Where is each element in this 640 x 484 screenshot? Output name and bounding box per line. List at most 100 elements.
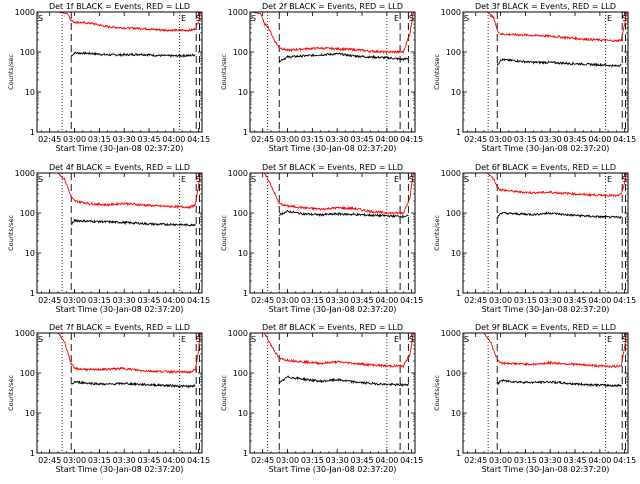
x-tick-label: 03:30 (113, 296, 136, 305)
y-axis-label: Counts/sec (220, 54, 228, 90)
y-tick-label: 1 (243, 449, 248, 458)
x-axis-label: Start Time (30-Jan-08 02:37:20) (482, 144, 610, 153)
x-tick-label: 03:45 (563, 135, 586, 144)
x-tick-label: 03:15 (301, 456, 324, 465)
x-tick-label: 04:00 (588, 456, 611, 465)
plot-panel-7: Det 7f BLACK = Events, RED = LLD Counts/s… (7, 323, 210, 474)
x-tick-label: 03:15 (514, 135, 537, 144)
corner-label-end: E (181, 14, 186, 23)
y-tick-label: 1 (30, 449, 35, 458)
x-tick-label: 02:45 (38, 456, 61, 465)
y-tick-label: 1 (30, 128, 35, 137)
y-axis-label: Counts/sec (220, 375, 228, 411)
y-tick-label: 1 (456, 289, 461, 298)
y-tick-label: 1 (243, 128, 248, 137)
y-tick-label: 10 (451, 88, 461, 97)
corner-label-end: E (607, 175, 612, 184)
x-tick-label: 03:00 (276, 135, 299, 144)
x-tick-label: 02:45 (464, 456, 487, 465)
corner-label-start: S (251, 14, 256, 23)
lld-series-line (251, 333, 414, 369)
corner-label-end: E (394, 175, 399, 184)
x-tick-label: 04:15 (613, 456, 636, 465)
x-tick-label: 03:45 (137, 296, 160, 305)
corner-label-end: E (607, 335, 612, 344)
x-tick-label: 03:00 (63, 135, 86, 144)
x-tick-label: 04:15 (187, 296, 210, 305)
y-tick-label: 100 (233, 48, 248, 57)
events-series-line (71, 380, 196, 389)
lld-series-line (38, 12, 201, 33)
y-tick-label: 1000 (228, 169, 248, 178)
x-tick-label: 03:45 (137, 456, 160, 465)
x-tick-label: 04:00 (375, 135, 398, 144)
corner-label-start-right: S (622, 175, 627, 184)
events-series-line (70, 218, 196, 228)
y-axis-label: Counts/sec (7, 375, 15, 411)
x-axis-label: Start Time (30-Jan-08 02:37:20) (482, 305, 610, 314)
corner-label-start-right: S (622, 14, 627, 23)
x-tick-label: 04:00 (162, 135, 185, 144)
events-series-line (496, 57, 622, 68)
x-tick-label: 03:00 (276, 456, 299, 465)
plot-frame (36, 172, 203, 294)
lld-series-line (251, 12, 414, 55)
y-axis-label: Counts/sec (433, 375, 441, 411)
events-series-line (497, 211, 622, 220)
x-axis-label: Start Time (30-Jan-08 02:37:20) (56, 465, 184, 474)
y-tick-label: 1 (456, 449, 461, 458)
x-tick-label: 02:45 (251, 296, 274, 305)
plot-panel-8: Det 8f BLACK = Events, RED = LLD Counts/s… (220, 323, 423, 474)
corner-label-start: S (464, 175, 469, 184)
x-tick-label: 03:00 (63, 296, 86, 305)
events-series-line (278, 375, 409, 387)
y-axis-label: Counts/sec (7, 54, 15, 90)
plot-title: Det 3f BLACK = Events, RED = LLD (475, 2, 616, 11)
plot-panel-3: Det 3f BLACK = Events, RED = LLD Counts/s… (433, 2, 636, 153)
y-tick-label: 1000 (441, 329, 461, 338)
plot-title: Det 6f BLACK = Events, RED = LLD (475, 163, 616, 172)
y-tick-label: 1 (456, 128, 461, 137)
y-tick-label: 100 (233, 209, 248, 218)
y-tick-label: 100 (20, 209, 35, 218)
corner-label-start: S (464, 335, 469, 344)
lld-series-line (464, 333, 627, 369)
plot-panel-5: Det 5f BLACK = Events, RED = LLD Counts/s… (220, 163, 423, 314)
x-tick-label: 04:00 (162, 296, 185, 305)
y-tick-label: 1000 (15, 169, 35, 178)
x-tick-label: 03:45 (563, 456, 586, 465)
plot-panel-4: Det 4f BLACK = Events, RED = LLD Counts/s… (7, 163, 210, 314)
y-tick-label: 10 (451, 409, 461, 418)
plot-panel-9: Det 9f BLACK = Events, RED = LLD Counts/s… (433, 323, 636, 474)
y-tick-label: 1 (30, 289, 35, 298)
corner-label-start: S (38, 175, 43, 184)
corner-label-start: S (251, 175, 256, 184)
x-tick-label: 04:00 (375, 456, 398, 465)
x-tick-label: 04:00 (162, 456, 185, 465)
x-tick-label: 03:30 (113, 135, 136, 144)
x-tick-label: 03:45 (563, 296, 586, 305)
corner-label-start-right: S (409, 175, 414, 184)
x-tick-label: 02:45 (464, 296, 487, 305)
corner-label-start: S (38, 14, 43, 23)
x-tick-label: 03:30 (326, 135, 349, 144)
plot-title: Det 2f BLACK = Events, RED = LLD (262, 2, 403, 11)
plot-title: Det 9f BLACK = Events, RED = LLD (475, 323, 616, 332)
x-tick-label: 04:15 (400, 456, 423, 465)
x-axis-label: Start Time (30-Jan-08 02:37:20) (269, 465, 397, 474)
corner-label-end: E (394, 14, 399, 23)
x-tick-label: 03:30 (539, 296, 562, 305)
plot-frame (249, 172, 416, 294)
corner-label-start-right: S (409, 14, 414, 23)
plot-panel-2: Det 2f BLACK = Events, RED = LLD Counts/s… (220, 2, 423, 153)
events-series-line (278, 52, 409, 63)
x-tick-label: 03:30 (113, 456, 136, 465)
lld-series-line (38, 333, 201, 375)
x-tick-label: 03:45 (350, 456, 373, 465)
y-tick-label: 10 (25, 88, 35, 97)
x-tick-label: 02:45 (251, 135, 274, 144)
x-tick-label: 03:00 (63, 456, 86, 465)
y-tick-label: 10 (238, 409, 248, 418)
